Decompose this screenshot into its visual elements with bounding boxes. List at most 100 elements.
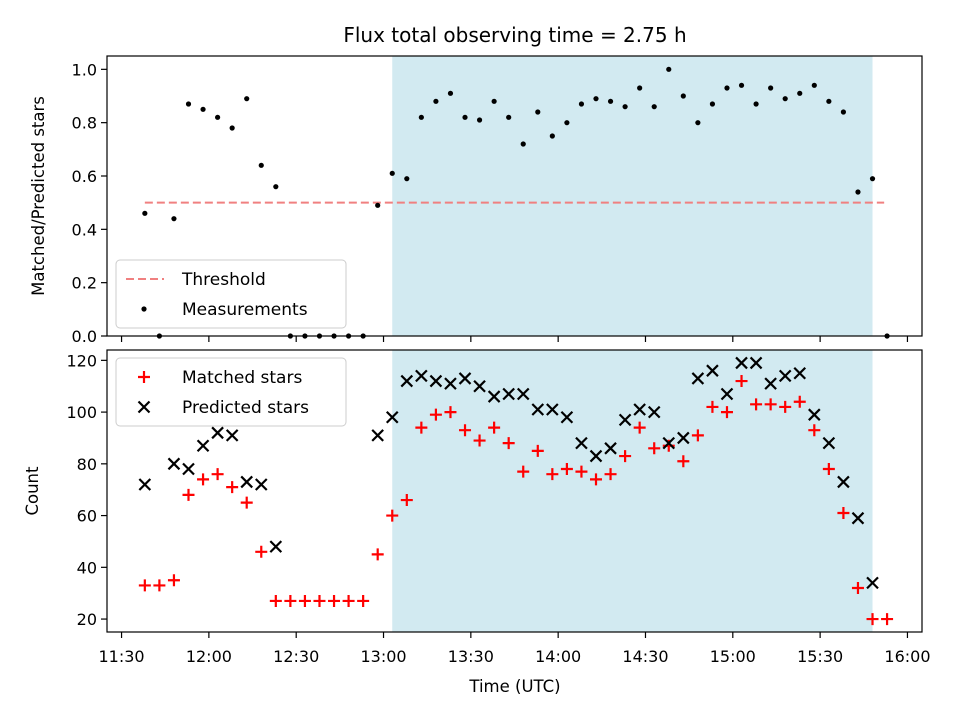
data-point (607, 98, 614, 104)
data-point (546, 403, 559, 416)
data-point (244, 96, 250, 102)
data-point (677, 431, 690, 445)
y-tick-label: 100 (66, 403, 97, 422)
legend-box (115, 357, 347, 427)
data-point (840, 109, 847, 115)
data-point (520, 141, 526, 147)
data-point (357, 594, 370, 607)
data-point (618, 413, 632, 427)
legend-box (115, 259, 347, 329)
data-point (738, 82, 745, 88)
shaded-interval (392, 350, 873, 632)
data-point (506, 114, 512, 120)
data-point (502, 387, 515, 401)
data-point (855, 189, 861, 195)
data-point (662, 436, 676, 450)
x-tick-label: 13:30 (448, 647, 494, 666)
data-point (197, 473, 210, 486)
x-tick-label: 14:30 (622, 647, 668, 666)
data-point (313, 594, 326, 607)
x-axis-label: Time (UTC) (468, 677, 560, 696)
data-point (619, 450, 632, 463)
data-point (418, 114, 424, 120)
series-predicted-stars (138, 356, 879, 590)
y-tick-label: 80 (77, 455, 97, 474)
x-tick-label: 11:30 (98, 647, 144, 666)
y-tick-label: 20 (77, 610, 97, 629)
data-point (560, 463, 573, 476)
data-point (826, 98, 832, 104)
data-point (546, 468, 559, 481)
data-point (488, 421, 501, 434)
data-point (226, 481, 239, 494)
data-point (517, 465, 530, 478)
data-point (389, 170, 395, 176)
panel-count: 20 40 60 80 100 120 11:30 12:00 12:30 13:00 13:30 1… (23, 349, 931, 666)
data-point (386, 509, 399, 522)
data-point (142, 210, 148, 216)
y-tick-label: 0.0 (72, 327, 97, 346)
y-axis-label: Matched/Predicted stars (29, 96, 48, 296)
data-point (138, 478, 152, 491)
data-point (593, 96, 599, 102)
x-tick-label: 16:00 (884, 647, 930, 666)
data-point (269, 594, 282, 607)
data-point (171, 216, 177, 222)
x-tick-label: 15:00 (710, 647, 756, 666)
data-point (371, 548, 384, 561)
data-point (240, 475, 253, 489)
data-point (797, 90, 803, 96)
data-point (724, 85, 730, 91)
data-point (215, 114, 221, 120)
legend-label: Measurements (182, 300, 308, 320)
legend-label: Threshold (181, 270, 266, 290)
data-point (866, 576, 879, 590)
data-point (298, 594, 311, 607)
data-point (651, 104, 657, 110)
data-point (342, 594, 355, 607)
data-point (589, 449, 603, 463)
data-point (458, 372, 472, 385)
data-point (764, 377, 777, 390)
data-point (869, 176, 876, 182)
data-point (549, 133, 555, 139)
shaded-interval (392, 56, 873, 336)
data-point (211, 426, 224, 440)
data-point (604, 468, 617, 481)
data-point (255, 545, 268, 558)
data-point (182, 462, 195, 476)
data-point (851, 511, 865, 525)
data-point (433, 98, 439, 104)
data-point (429, 374, 443, 388)
data-point (811, 82, 817, 88)
data-point (753, 101, 759, 107)
legend-swatch (137, 400, 151, 414)
data-point (385, 410, 399, 424)
data-point (371, 429, 384, 442)
data-point (138, 579, 151, 592)
data-point (808, 424, 821, 437)
data-point (487, 390, 501, 403)
data-point (415, 369, 428, 383)
data-point (633, 403, 646, 416)
x-tick-label: 14:00 (535, 647, 581, 666)
data-point (749, 356, 763, 370)
data-point (328, 594, 341, 607)
series-matched-stars (138, 375, 894, 626)
data-point (706, 400, 719, 413)
data-point (691, 372, 705, 385)
data-point (258, 162, 264, 168)
data-point (578, 101, 585, 107)
panel-ratio: 0.0 0.2 0.4 0.6 0.8 1.0 Matched/Predicted star… (29, 55, 923, 346)
data-point (273, 184, 279, 190)
data-point (793, 395, 806, 408)
data-point (531, 403, 545, 416)
axes-frame (106, 55, 923, 337)
legend: Matched stars Predicted stars (115, 357, 347, 427)
data-point (229, 125, 235, 131)
x-tick-label: 12:30 (273, 647, 319, 666)
data-point (535, 109, 541, 115)
x-tick-label: 15:30 (797, 647, 843, 666)
data-point (269, 540, 283, 553)
